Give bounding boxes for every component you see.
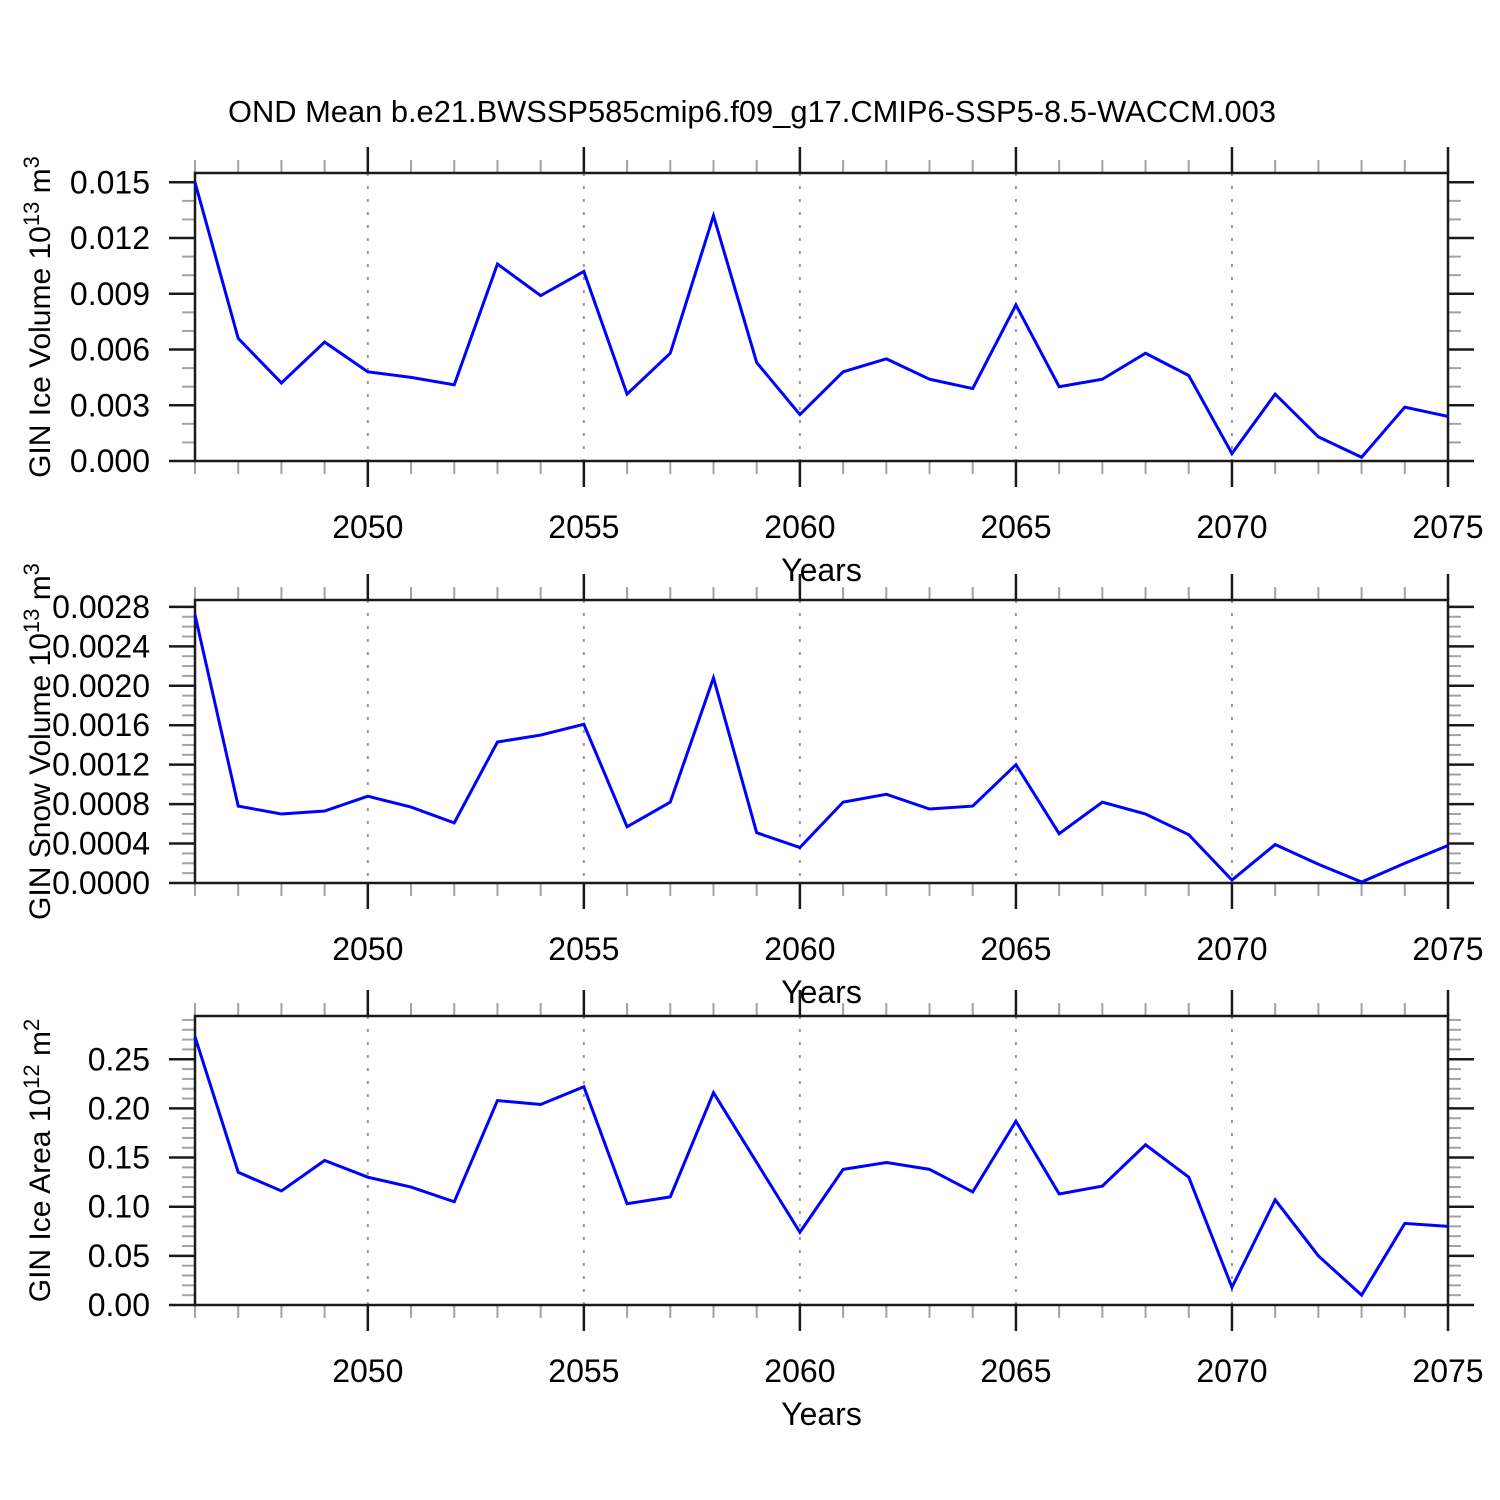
y-axis-title-text: GIN Snow Volume 10 (24, 633, 57, 920)
x-axis-title: Years (781, 552, 862, 588)
y-axis-title-superscript: 12 (19, 1064, 44, 1088)
y-tick-label: 0.00 (88, 1287, 150, 1323)
y-axis-title-text: GIN Ice Area 10 (24, 1089, 57, 1302)
y-axis-title-superscript: 2 (19, 1019, 44, 1031)
y-tick-label: 0.25 (88, 1041, 150, 1077)
y-tick-label: 0.015 (70, 164, 150, 200)
x-tick-label: 2075 (1412, 509, 1483, 545)
x-tick-label: 2055 (548, 931, 619, 967)
x-tick-label: 2075 (1412, 1353, 1483, 1389)
y-axis-title-text: m (24, 575, 57, 608)
y-tick-label: 0.0020 (52, 668, 150, 704)
y-tick-label: 0.0016 (52, 707, 150, 743)
x-tick-label: 2050 (332, 509, 403, 545)
x-tick-label: 2065 (980, 509, 1051, 545)
y-axis-title: GIN Snow Volume 1013 m3 (19, 563, 57, 920)
plot-frame (193, 598, 1450, 885)
y-axis-title-superscript: 3 (19, 156, 44, 168)
series-line-ice-area (193, 1036, 1449, 1298)
y-tick-label: 0.0000 (52, 865, 150, 901)
y-tick-label: 0.0028 (52, 589, 150, 625)
y-axis-title-superscript: 13 (19, 202, 44, 226)
x-tick-label: 2050 (332, 1353, 403, 1389)
y-axis-title-text: m (24, 168, 57, 201)
x-tick-label: 2055 (548, 509, 619, 545)
y-axis-title-superscript: 3 (19, 563, 44, 575)
panel-ice-area: 0.00 0.05 0.10 0.15 0.20 0.25 2050 2055 2060 2065… (19, 990, 1484, 1432)
y-tick-label: 0.0004 (52, 826, 150, 862)
x-tick-label: 2075 (1412, 931, 1483, 967)
panel-ice-volume: 0.000 0.003 0.006 0.009 0.012 0.015 2050 2055 20… (19, 147, 1484, 588)
y-axis-title: GIN Ice Area 1012 m2 (19, 1019, 57, 1303)
y-axis-title-text: GIN Ice Volume 10 (24, 226, 57, 478)
x-tick-label: 2050 (332, 931, 403, 967)
y-axis-title: GIN Ice Volume 1013 m3 (19, 156, 57, 478)
y-tick-label: 0.006 (70, 332, 150, 368)
x-tick-label: 2065 (980, 931, 1051, 967)
y-tick-label: 0.000 (70, 443, 150, 479)
y-tick-label: 0.20 (88, 1090, 150, 1126)
x-axis-title: Years (781, 974, 862, 1010)
x-tick-label: 2070 (1196, 509, 1267, 545)
y-tick-label: 0.0012 (52, 747, 150, 783)
x-tick-label: 2065 (980, 1353, 1051, 1389)
y-tick-label: 0.15 (88, 1140, 150, 1176)
y-tick-label: 0.05 (88, 1238, 150, 1274)
x-tick-label: 2070 (1196, 1353, 1267, 1389)
y-axis-title-superscript: 13 (19, 609, 44, 633)
y-tick-label: 0.10 (88, 1189, 150, 1225)
chart-title: OND Mean b.e21.BWSSP585cmip6.f09_g17.CMI… (228, 94, 1276, 129)
series-line-ice-volume (193, 181, 1449, 460)
x-tick-label: 2060 (764, 509, 835, 545)
series-line-snow-volume (193, 614, 1449, 884)
y-tick-label: 0.0008 (52, 786, 150, 822)
plot-frame (193, 171, 1450, 463)
y-tick-label: 0.012 (70, 220, 150, 256)
y-tick-label: 0.003 (70, 387, 150, 423)
y-tick-label: 0.0024 (52, 628, 150, 664)
x-tick-label: 2060 (764, 931, 835, 967)
x-tick-label: 2060 (764, 1353, 835, 1389)
x-tick-label: 2070 (1196, 931, 1267, 967)
y-axis-title-text: m (24, 1031, 57, 1064)
plot-frame (193, 1014, 1450, 1307)
y-tick-label: 0.009 (70, 276, 150, 312)
x-axis-title: Years (781, 1396, 862, 1432)
x-tick-label: 2055 (548, 1353, 619, 1389)
